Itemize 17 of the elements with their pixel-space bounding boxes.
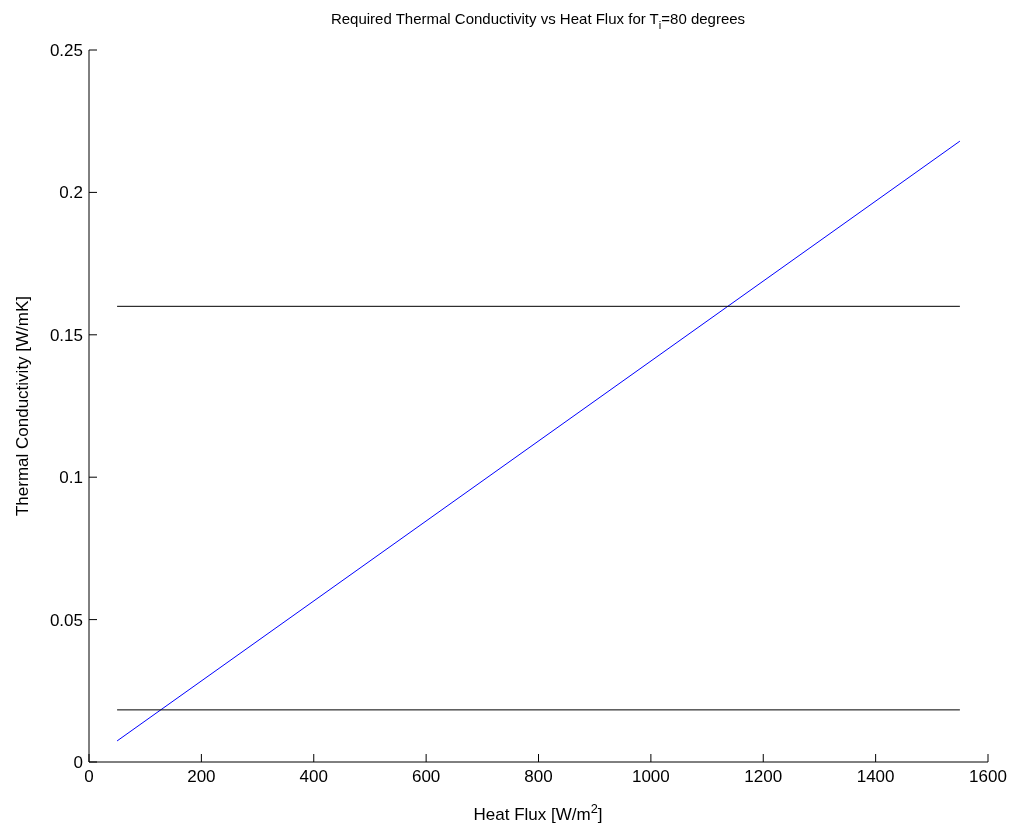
y-tick-label: 0.25 [49, 41, 83, 61]
y-tick-label: 0.1 [59, 468, 83, 488]
y-axis-title: Thermal Conductivity [W/mK] [13, 295, 32, 517]
x-tick-label: 1400 [856, 767, 895, 787]
x-tick-label: 600 [411, 767, 441, 787]
y-tick-label: 0 [73, 753, 83, 773]
x-tick-label: 1200 [744, 767, 783, 787]
x-tick-label: 400 [299, 767, 328, 787]
y-tick-label: 0.05 [49, 610, 83, 630]
x-tick-label: 200 [187, 767, 216, 787]
y-tick-label: 0.15 [49, 325, 83, 345]
x-tick-label: 1600 [969, 767, 1007, 787]
y-tick-label: 0.2 [59, 183, 83, 203]
chart-title: Required Thermal Conductivity vs Heat Flux for T$_{i}$=80 degrees [330, 10, 746, 31]
x-tick-label: 800 [524, 767, 553, 787]
x-axis-title: Heat Flux [W/m$^{2}$] [473, 801, 603, 824]
x-tick-label: 1000 [631, 767, 670, 787]
